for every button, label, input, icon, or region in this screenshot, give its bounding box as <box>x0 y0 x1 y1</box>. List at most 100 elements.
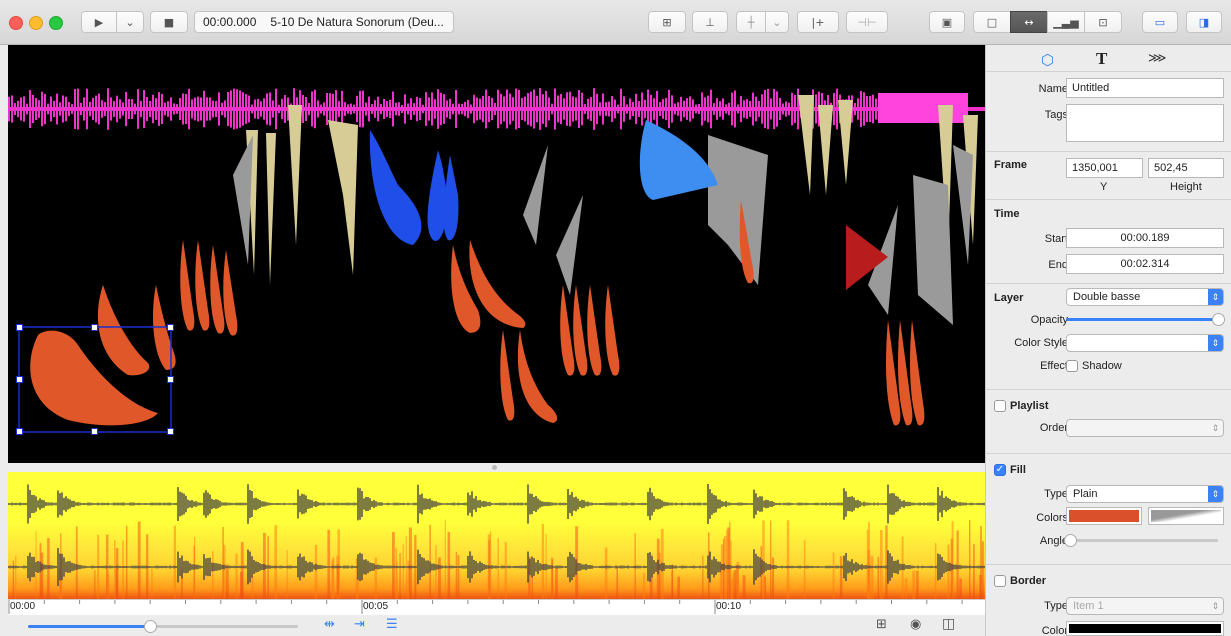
spectrogram-streak <box>531 575 533 599</box>
view-spectrum-button[interactable]: ▁▃▅ <box>1047 11 1085 33</box>
tracks-icon[interactable]: ☰ <box>386 617 398 632</box>
resize-handle-left[interactable] <box>16 376 23 383</box>
distribute-icon: ┼ <box>747 15 755 29</box>
effects-icon[interactable]: ⋙ <box>1148 51 1167 66</box>
layer-popup[interactable]: Double basse ⇕ <box>1066 288 1224 306</box>
zoom-slider-knob[interactable] <box>143 620 157 633</box>
gradient-color-well[interactable] <box>1148 507 1224 525</box>
waveform-bar <box>833 92 835 126</box>
shapes-icon[interactable]: ⬡ <box>1041 51 1055 69</box>
opacity-slider[interactable] <box>1066 318 1218 321</box>
stop-button[interactable]: ■ <box>150 11 188 33</box>
spectrogram-view[interactable] <box>8 472 985 599</box>
orange-shape <box>451 245 481 333</box>
waveform-bar <box>179 97 181 121</box>
panel-splitter[interactable] <box>8 463 985 472</box>
waveform-bar <box>371 104 373 114</box>
waveform-bar <box>89 101 91 117</box>
play-options-button[interactable]: ⌄ <box>116 11 144 33</box>
resize-handle-bottom[interactable] <box>91 428 98 435</box>
angle-slider-knob[interactable] <box>1064 534 1077 547</box>
shadow-checkbox[interactable] <box>1066 360 1078 372</box>
spectrogram-streak <box>489 531 492 599</box>
spectrogram-streak <box>947 544 950 599</box>
frame-y-label: Y <box>1100 181 1108 193</box>
score-canvas[interactable] <box>8 45 985 463</box>
fill-color-well[interactable] <box>1066 507 1142 525</box>
view-sonogram-button[interactable]: □ <box>973 11 1011 33</box>
waveform-bar <box>266 93 268 125</box>
end-time-field[interactable]: 00:02.314 <box>1066 254 1224 274</box>
minimize-window-button[interactable] <box>29 16 43 30</box>
resize-handle-top[interactable] <box>91 324 98 331</box>
add-shape-button[interactable]: ⊞ <box>648 11 686 33</box>
beige-spike <box>938 105 953 255</box>
spectrogram-streak <box>912 570 916 599</box>
zoom-window-button[interactable] <box>49 16 63 30</box>
waveform-bar <box>263 98 265 120</box>
border-checkbox[interactable] <box>994 575 1006 587</box>
split-button[interactable]: |+ <box>797 11 839 33</box>
border-color-well[interactable] <box>1066 621 1224 636</box>
zoom-slider[interactable] <box>28 625 298 628</box>
waveform-bar <box>305 97 307 121</box>
text-icon[interactable]: T <box>1096 49 1108 68</box>
toggle-inspector-button[interactable]: ◨ <box>1186 11 1222 33</box>
orange-shape <box>587 285 602 376</box>
playlist-checkbox[interactable] <box>994 400 1006 412</box>
divider <box>986 71 1231 72</box>
time-ruler[interactable]: 00:00 00:05 00:10 <box>8 599 985 616</box>
spectrogram-streak <box>742 575 746 599</box>
waveform-bar <box>455 90 457 128</box>
resize-handle-bottom-left[interactable] <box>16 428 23 435</box>
waveform-bar <box>347 104 349 114</box>
toggle-timeline-button[interactable]: ▭ <box>1142 11 1178 33</box>
color-style-popup[interactable]: ⇕ <box>1066 334 1224 352</box>
distribute-button[interactable]: ┼ <box>736 11 766 33</box>
blue-shape <box>427 150 448 241</box>
waveform-bar <box>593 88 595 130</box>
waveform-bar <box>83 97 85 121</box>
border-type-popup[interactable]: Item 1 ⇕ <box>1066 597 1224 615</box>
spectrogram-streak <box>106 573 110 599</box>
resize-handle-bottom-right[interactable] <box>167 428 174 435</box>
waveform-bar <box>710 89 712 129</box>
frame-height-field[interactable]: 502,45 <box>1148 158 1224 178</box>
waveform-bar <box>155 98 157 120</box>
grid-icon: ⊡ <box>1098 15 1108 29</box>
tags-field[interactable] <box>1066 104 1224 142</box>
resize-handle-top-left[interactable] <box>16 324 23 331</box>
resize-handle-right[interactable] <box>167 376 174 383</box>
view-waveform-button[interactable]: ↔ <box>1010 11 1048 33</box>
align-button[interactable]: ⊥ <box>692 11 728 33</box>
resize-handle-top-right[interactable] <box>167 324 174 331</box>
frame-y-field[interactable]: 1350,001 <box>1066 158 1143 178</box>
fill-checkbox[interactable]: ✓ <box>994 464 1006 476</box>
spectrogram-streak <box>916 570 919 599</box>
start-time-field[interactable]: 00:00.189 <box>1066 228 1224 248</box>
spectrogram-streak <box>786 520 790 599</box>
record-icon[interactable]: ◉ <box>910 617 922 632</box>
opacity-slider-knob[interactable] <box>1212 313 1225 326</box>
angle-slider[interactable] <box>1068 539 1218 542</box>
jump-to-end-icon[interactable]: ⇥ <box>354 617 365 632</box>
waveform-bar <box>638 101 640 117</box>
fill-type-popup[interactable]: Plain ⇕ <box>1066 485 1224 503</box>
snap-icon[interactable]: ⊞ <box>876 617 887 632</box>
order-popup[interactable]: ⇕ <box>1066 419 1224 437</box>
waveform-bar <box>485 89 487 129</box>
side-panel-icon[interactable]: ◫ <box>942 616 956 632</box>
distribute-options-button[interactable]: ⌄ <box>765 11 789 33</box>
waveform-bar <box>740 95 742 123</box>
layout-button[interactable]: ▣ <box>929 11 965 33</box>
play-button[interactable]: ▶ <box>81 11 117 33</box>
name-field[interactable]: Untitled <box>1066 78 1224 98</box>
close-window-button[interactable] <box>9 16 23 30</box>
waveform-bar <box>836 88 838 130</box>
view-grid-button[interactable]: ⊡ <box>1084 11 1122 33</box>
spectrogram-streak <box>551 556 553 599</box>
waveform-bar <box>671 95 673 123</box>
waveform-bar <box>50 96 52 122</box>
fit-width-icon[interactable]: ⇹ <box>324 617 335 632</box>
merge-button[interactable]: ⊣⊢ <box>846 11 888 33</box>
